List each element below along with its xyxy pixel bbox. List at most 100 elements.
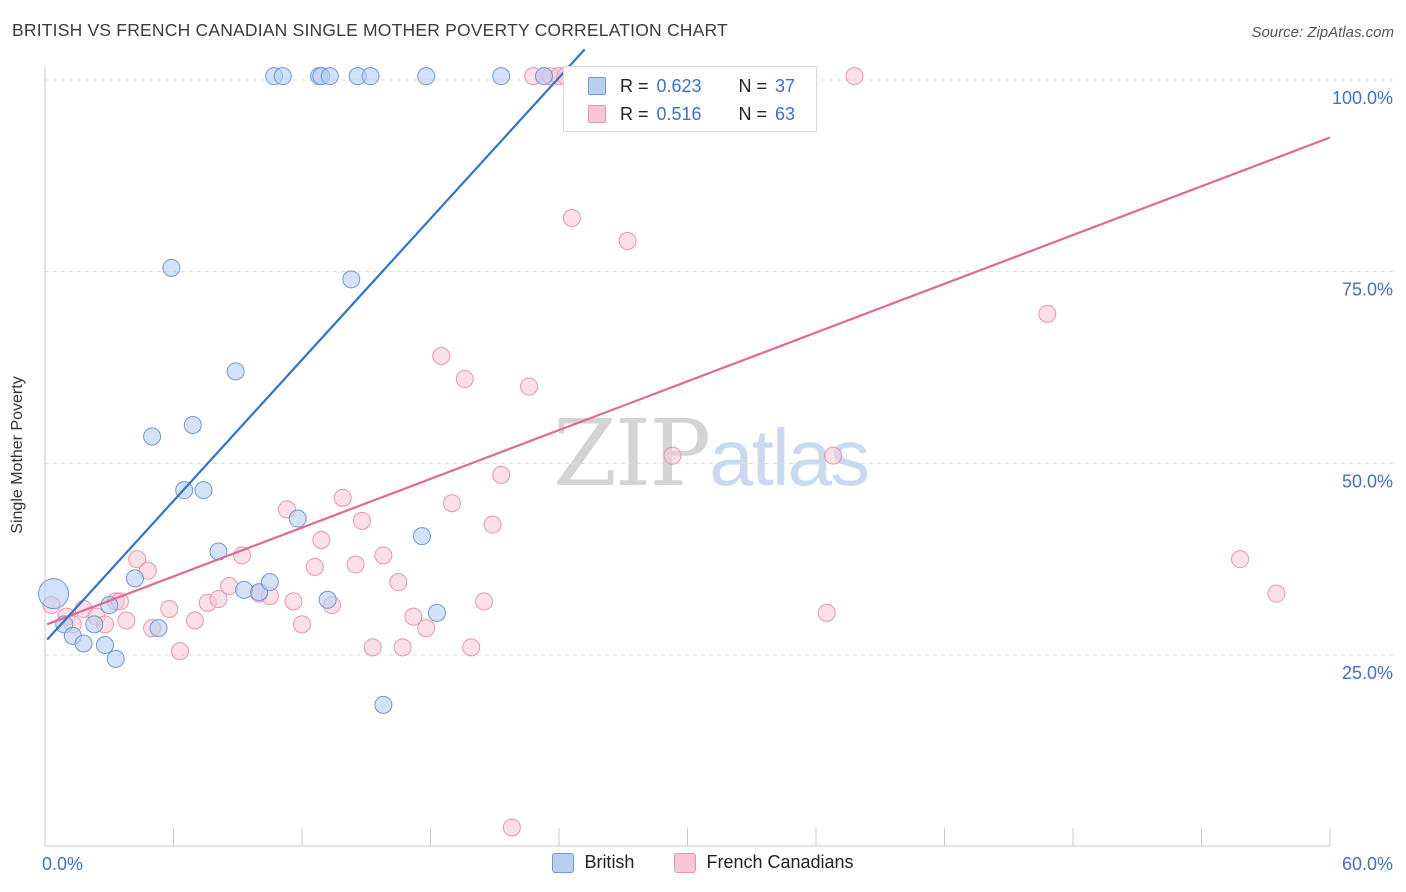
french-canadians-trendline [46,136,1331,626]
french-canadians-point [389,573,408,592]
british-point [318,590,337,609]
legend-row-french: R = 0.516 N = 63 [588,101,795,127]
french-canadians-point [1231,550,1250,569]
series-legend: British French Canadians [0,852,1406,873]
french-canadians-point [483,515,502,534]
french-canadians-point [128,550,147,569]
british-point [38,578,70,610]
british-point [412,527,431,546]
french-canadians-point [160,600,179,618]
french-canadians-point [346,555,365,574]
british-point [95,636,114,655]
british-point [226,362,245,381]
french-canadians-point [845,67,864,86]
french-canadians-point [417,619,436,638]
french-canadians-point [404,607,423,626]
british-trendline [46,48,586,641]
french-canadians-point [462,638,481,657]
french-canadians-point [284,592,303,611]
legend-n-value: 63 [775,103,796,124]
legend-n-value: 37 [775,75,796,96]
y-tick-label: 25.0% [1342,663,1393,683]
french-canadians-point [293,615,311,634]
french-canadians-point [363,638,382,657]
french-canadians-point [170,642,189,661]
french-canadians-point [1038,304,1057,323]
legend-item-french-canadians[interactable]: French Canadians [674,852,854,873]
french-canadians-point [618,232,637,250]
legend-r-label: R = [620,103,649,124]
legend-item-british[interactable]: British [552,852,634,873]
british-point [342,270,361,289]
french-canadians-point [185,611,204,630]
legend-label-british: British [584,852,635,872]
watermark: ZIPatlas [553,400,870,507]
french-canadians-point [520,377,539,396]
legend-r-value: 0.623 [656,75,702,96]
french-canadians-point [502,818,521,837]
british-point [183,416,202,434]
french-canadians-point [117,611,136,630]
x-tick-label: 60.0% [1342,854,1393,874]
french-canadians-point [220,577,239,595]
french-canadians-point [824,446,843,465]
x-tick-label: 0.0% [42,854,83,874]
french-canadians-point [209,590,228,609]
french-canadians-point [1267,584,1286,603]
british-point [535,67,554,86]
y-tick-label: 75.0% [1342,280,1393,300]
legend-r-value: 0.516 [656,103,702,124]
legend-n-label: N = [738,75,768,96]
british-point [106,649,125,668]
british-point [492,67,511,86]
french-canadians-point [492,465,511,484]
british-point [85,615,104,634]
french-canadians-point [432,347,451,365]
french-canadians-point [352,511,371,530]
british-point [149,619,168,638]
source-credit: Source: ZipAtlas.com [1251,24,1394,41]
french-canadians-point [817,603,836,622]
y-axis-label: Single Mother Poverty [9,376,26,534]
stats-legend: R = 0.623 N = 37 R = 0.516 N = 63 [563,66,817,132]
french-canadians-point [475,592,494,611]
watermark-zip: ZIP [553,400,711,507]
y-tick-label: 100.0% [1332,88,1393,108]
legend-swatch-french [588,105,606,123]
french-canadians-point [333,488,352,507]
legend-r-label: R = [620,75,649,96]
british-point [100,596,119,615]
british-point [320,67,339,86]
british-point [417,67,436,86]
british-point [273,67,292,86]
british-point [74,634,93,653]
british-point [427,603,446,622]
british-point [143,427,162,446]
french-canadians-point [562,209,581,227]
chart-title: BRITISH VS FRENCH CANADIAN SINGLE MOTHER… [12,20,728,40]
british-point [361,67,380,86]
french-canadians-point [455,370,474,388]
british-point [162,258,181,277]
french-canadians-point [374,546,393,565]
legend-swatch-british [552,852,575,873]
watermark-atlas: atlas [709,413,870,502]
legend-n-label: N = [738,103,768,124]
british-point [194,481,213,500]
legend-label-french-canadians: French Canadians [706,852,854,872]
french-canadians-point [442,494,461,513]
french-canadians-point [312,531,331,549]
french-canadians-point [305,557,324,576]
british-point [288,509,307,528]
british-point [260,573,279,592]
british-point [374,695,393,714]
legend-swatch-british [588,77,606,95]
british-point [235,580,254,599]
british-point [125,569,144,588]
french-canadians-point [393,638,412,657]
legend-swatch-french-canadians [674,852,697,873]
y-tick-label: 50.0% [1342,471,1393,491]
french-canadians-point [663,446,682,465]
legend-row-british: R = 0.623 N = 37 [588,73,795,99]
